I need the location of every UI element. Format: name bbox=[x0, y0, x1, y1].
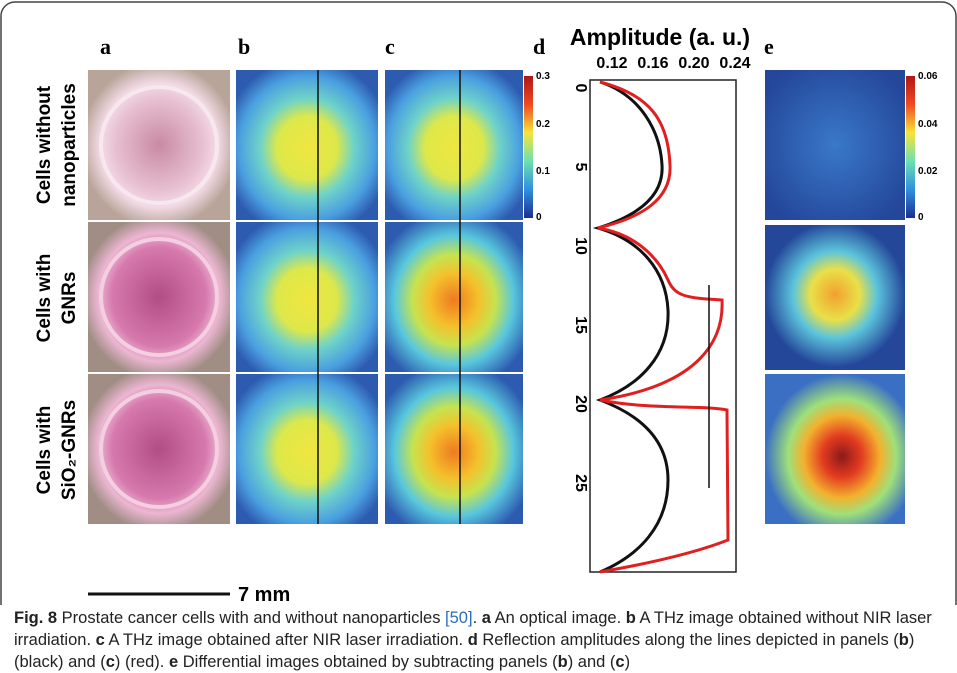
thz-images bbox=[236, 70, 523, 524]
caption: Fig. 8 Prostate cancer cells with and wi… bbox=[14, 607, 944, 673]
caption-text: c bbox=[95, 631, 105, 649]
optical-images bbox=[88, 70, 230, 524]
caption-text: A THz image obtained after NIR laser irr… bbox=[104, 631, 468, 649]
caption-text: b bbox=[625, 609, 636, 627]
figure: a b c d e Cells without nanoparticles Ce… bbox=[0, 1, 957, 605]
colorbar-label: 0.3 bbox=[536, 71, 550, 82]
colorbar-label: 0.04 bbox=[918, 119, 938, 130]
caption-text: c bbox=[615, 653, 625, 671]
panel-letter: d bbox=[533, 34, 545, 59]
panel-letter: b bbox=[238, 34, 250, 59]
caption-text: ) bbox=[624, 653, 631, 671]
plot-box bbox=[589, 79, 737, 573]
optical-image bbox=[88, 222, 230, 372]
y-tick-label: 0 bbox=[572, 84, 589, 93]
diff-images: 0.06 0.04 0.02 0 bbox=[765, 70, 938, 524]
dish-rim bbox=[99, 389, 219, 509]
caption-text: Prostate cancer cells with and without n… bbox=[57, 609, 446, 627]
thz-image bbox=[236, 70, 378, 220]
colorbar bbox=[906, 76, 915, 218]
red-curve bbox=[597, 80, 730, 574]
optical-image bbox=[88, 70, 230, 220]
frame bbox=[0, 1, 957, 605]
colorbar-label: 0 bbox=[536, 212, 542, 223]
colorbar-label: 0.06 bbox=[918, 71, 938, 82]
caption-text: Fig. 8 bbox=[14, 609, 58, 627]
row-label: Cells with bbox=[34, 406, 55, 495]
colorbar-label: 0.1 bbox=[536, 166, 550, 177]
caption-text: Differential images obtained by subtract… bbox=[178, 653, 558, 671]
panel-letter: e bbox=[764, 34, 774, 59]
row-labels: Cells without nanoparticles Cells with G… bbox=[34, 83, 80, 500]
panel-letter: c bbox=[385, 34, 395, 59]
plot-d: Amplitude (a. u.) 0.12 0.16 0.20 0.24 0 … bbox=[570, 24, 751, 574]
caption-text: ) (black) and ( bbox=[14, 631, 915, 671]
x-tick-label: 0.20 bbox=[678, 55, 709, 72]
x-tick-label: 0.16 bbox=[637, 55, 668, 72]
y-tick-label: 10 bbox=[572, 237, 589, 255]
y-tick-label: 20 bbox=[572, 395, 589, 413]
thz-image bbox=[385, 70, 523, 220]
thz-image bbox=[385, 222, 523, 372]
caption-text: A THz image obtained without NIR laser i… bbox=[14, 609, 932, 649]
x-tick-label: 0.24 bbox=[719, 55, 750, 72]
colorbar bbox=[524, 76, 533, 218]
thz-image bbox=[236, 374, 378, 524]
colorbar-label: 0 bbox=[918, 212, 924, 223]
row-label: GNRs bbox=[59, 272, 80, 325]
colorbar-bc: 0.3 0.2 0.1 0 bbox=[524, 71, 550, 223]
citation[interactable]: [50] bbox=[445, 609, 473, 627]
caption-text: c bbox=[105, 653, 115, 671]
caption-text: b bbox=[557, 653, 568, 671]
dish-rim bbox=[99, 85, 219, 205]
row-label: Cells without bbox=[34, 85, 55, 204]
diff-image bbox=[765, 374, 905, 524]
colorbar-label: 0.02 bbox=[918, 166, 938, 177]
caption-text: ) and ( bbox=[567, 653, 616, 671]
plot-title: Amplitude (a. u.) bbox=[570, 24, 750, 50]
dish-rim bbox=[99, 237, 219, 357]
row-label: nanoparticles bbox=[59, 83, 80, 207]
caption-text: An optical image. bbox=[490, 609, 626, 627]
y-tick-label: 5 bbox=[572, 163, 589, 172]
caption-text: Reflection amplitudes along the lines de… bbox=[477, 631, 899, 649]
diff-image bbox=[765, 70, 905, 220]
y-tick-label: 25 bbox=[572, 474, 589, 492]
caption-text: d bbox=[467, 631, 478, 649]
x-tick-label: 0.12 bbox=[596, 55, 627, 72]
caption-text: b bbox=[898, 631, 909, 649]
thz-image bbox=[385, 374, 523, 524]
y-tick-label: 15 bbox=[572, 316, 589, 334]
scale-label: 7 mm bbox=[238, 584, 290, 605]
caption-text: ) (red). bbox=[114, 653, 169, 671]
caption-text: . bbox=[472, 609, 482, 627]
colorbar-label: 0.2 bbox=[536, 119, 550, 130]
black-curve bbox=[592, 80, 670, 574]
row-label: Cells with bbox=[34, 254, 55, 343]
caption-text: a bbox=[481, 609, 491, 627]
thz-image bbox=[236, 222, 378, 372]
diff-image bbox=[765, 225, 905, 370]
caption-text: e bbox=[168, 653, 179, 671]
panel-letter: a bbox=[100, 34, 111, 59]
optical-image bbox=[88, 374, 230, 524]
row-label: SiO₂-GNRs bbox=[59, 400, 80, 500]
